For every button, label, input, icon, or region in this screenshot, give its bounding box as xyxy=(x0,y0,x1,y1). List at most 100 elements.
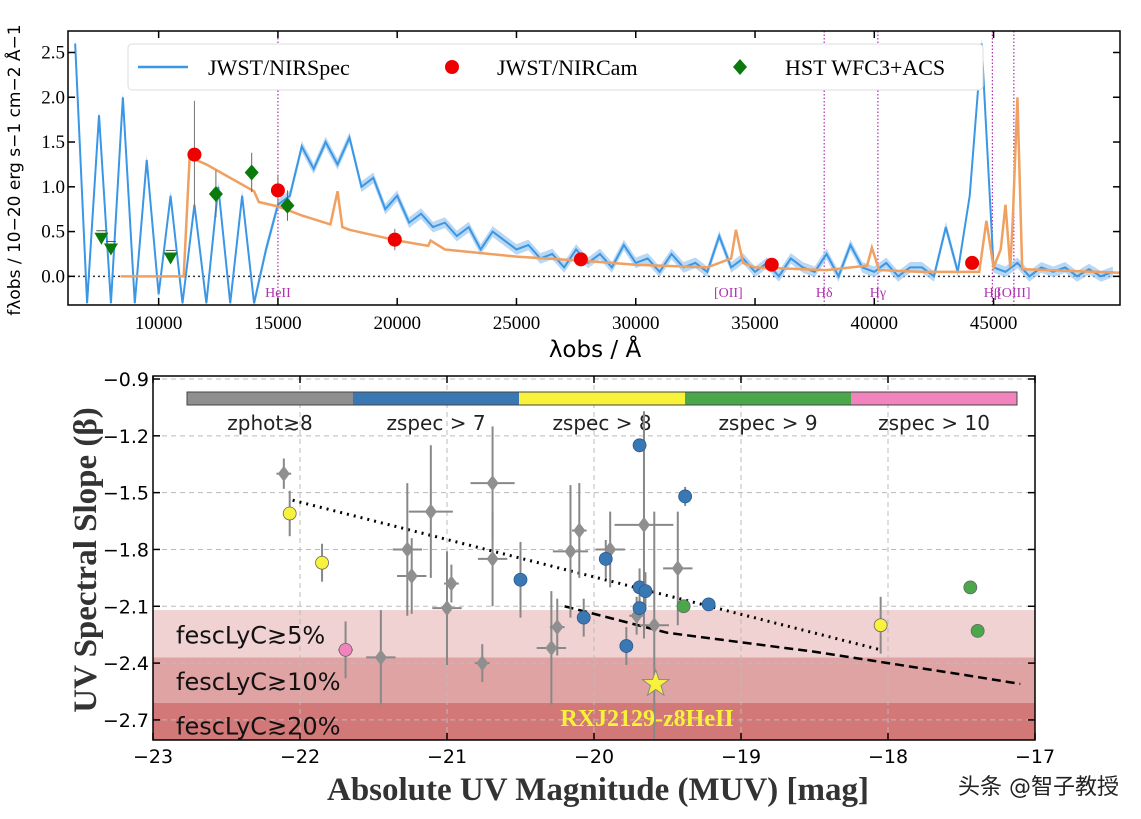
galaxy-diamond-marker xyxy=(277,465,290,482)
model-sed-line xyxy=(120,97,1120,278)
galaxy-circle-marker xyxy=(638,584,653,599)
nircam-photometry-marker xyxy=(270,183,285,198)
galaxy-circle-marker xyxy=(676,599,691,614)
emission-line-label: Hγ xyxy=(870,286,886,301)
galaxy-diamond-marker xyxy=(648,617,661,634)
y-tick-label: 1.5 xyxy=(41,132,65,153)
galaxy-circle-marker xyxy=(513,572,528,587)
nircam-photometry-marker xyxy=(573,252,588,267)
galaxy-diamond-marker xyxy=(405,567,418,584)
emission-line-label: [OII] xyxy=(714,286,743,301)
galaxy-diamond-marker xyxy=(374,649,387,666)
beta-muv-panel: zphot≳8 zspec > 7 zspec > 8 zspec > 9 zspec … xyxy=(68,369,1055,808)
colorbar-segment xyxy=(187,392,353,405)
colorbar-label: zspec > 7 xyxy=(386,411,485,435)
x-tick-label: 45000 xyxy=(970,313,1018,334)
galaxy-circle-marker xyxy=(338,642,353,657)
legend-diamond-icon xyxy=(733,59,747,75)
colorbar-label: zspec > 9 xyxy=(718,411,817,435)
galaxy-circle-marker xyxy=(598,552,613,566)
legend-label: HST WFC3+ACS xyxy=(785,55,945,80)
plot-area: HeII [OII] Hδ Hγ Hβ[OIII] xyxy=(68,31,1120,305)
nirspec-spectrum-line xyxy=(74,43,1114,304)
x-tick-label: −20 xyxy=(574,746,614,768)
escape-fraction-label: fescLyC≳20% xyxy=(176,712,341,740)
galaxy-diamond-marker xyxy=(401,541,414,558)
galaxy-circle-marker xyxy=(632,438,647,453)
y-axis-label: fλobs / 10−20 erg s−1 cm−2 Å−1 xyxy=(3,24,25,315)
colorbar-segment xyxy=(353,392,519,405)
colorbar-label: zphot≳8 xyxy=(227,411,312,435)
galaxy-diamond-marker xyxy=(564,543,577,560)
emission-line-label: HeII xyxy=(265,286,291,301)
legend-label: JWST/NIRCam xyxy=(497,55,638,80)
galaxy-diamond-marker xyxy=(551,619,564,636)
colorbar-segment xyxy=(685,392,851,405)
hst-photometry-marker xyxy=(244,164,259,181)
galaxy-diamond-marker xyxy=(545,639,558,656)
x-tick-label: 40000 xyxy=(851,313,899,334)
galaxy-circle-marker xyxy=(970,624,985,638)
galaxy-diamond-marker xyxy=(486,550,499,567)
dashed-relation-line xyxy=(564,605,1021,686)
spectrum-panel: HeII [OII] Hδ Hγ Hβ[OIII] 10000 15000 20000 2500… xyxy=(3,24,1121,363)
galaxy-circle-marker xyxy=(282,506,297,521)
colorbar-segment xyxy=(519,392,685,405)
hst-upper-limit-marker xyxy=(103,243,118,256)
highlight-star-marker xyxy=(640,668,671,697)
dotted-relation-line xyxy=(292,498,882,652)
x-tick-label: 30000 xyxy=(612,313,660,334)
galaxy-diamond-marker xyxy=(573,522,586,539)
x-tick-label: 35000 xyxy=(731,313,779,334)
galaxy-circle-marker xyxy=(701,597,716,612)
y-axis-label: UV Spectral Slope (β) xyxy=(68,407,104,713)
legend-box xyxy=(127,43,984,91)
escape-fraction-label: fescLyC≳10% xyxy=(176,668,341,696)
hst-photometry-marker xyxy=(280,197,295,214)
y-tick-label: 2.5 xyxy=(41,42,65,63)
nircam-photometry-marker xyxy=(764,257,779,272)
galaxy-diamond-marker xyxy=(441,600,453,617)
galaxy-diamond-marker xyxy=(671,560,684,577)
galaxy-diamond-marker xyxy=(486,475,499,492)
legend-circle-icon xyxy=(445,60,459,74)
galaxy-circle-marker xyxy=(576,610,591,625)
plot-area: zphot≳8 zspec > 7 zspec > 8 zspec > 9 zspec … xyxy=(153,376,1035,740)
colorbar-frame xyxy=(186,391,1018,406)
escape-fraction-label: fescLyC≳5% xyxy=(176,622,325,650)
hst-upper-limit-marker xyxy=(94,232,109,245)
galaxy-circle-marker xyxy=(632,601,647,616)
galaxy-diamond-marker xyxy=(637,516,650,533)
x-tick-label: −17 xyxy=(1015,746,1055,768)
x-tick-label: 15000 xyxy=(254,313,302,334)
galaxy-circle-marker xyxy=(315,555,329,570)
galaxy-diamond-marker xyxy=(476,655,489,672)
legend: JWST/NIRSpec JWST/NIRCam HST WFC3+ACS xyxy=(127,43,984,91)
x-axis-label: Absolute UV Magnitude (MUV) [mag] xyxy=(327,772,869,808)
y-tick-label: 2.0 xyxy=(41,87,65,108)
x-tick-label: −22 xyxy=(280,746,320,768)
hst-upper-limit-marker xyxy=(163,252,178,265)
x-tick-label: 25000 xyxy=(493,313,541,334)
x-tick-label: 20000 xyxy=(373,313,421,334)
hst-photometry-marker xyxy=(208,185,223,202)
galaxy-diamond-marker xyxy=(445,575,458,592)
galaxy-circle-marker xyxy=(963,580,978,595)
emission-line-label: Hβ xyxy=(984,286,1001,301)
nircam-photometry-marker xyxy=(965,255,980,270)
y-tick-label: 0.5 xyxy=(41,222,65,243)
galaxy-circle-marker xyxy=(873,618,888,633)
x-tick-label: 10000 xyxy=(135,313,183,334)
colorbar-label: zspec > 8 xyxy=(552,411,651,435)
x-tick-label: −21 xyxy=(427,746,467,768)
x-axis-label: λobs / Å xyxy=(549,335,642,363)
colorbar-label: zspec > 10 xyxy=(878,411,990,435)
y-tick-label: 1.0 xyxy=(41,177,65,198)
highlight-label: RXJ2129-z8HeII xyxy=(560,706,733,732)
x-tick-label: −18 xyxy=(868,746,908,768)
galaxy-diamond-marker xyxy=(424,503,437,520)
galaxy-circle-marker xyxy=(619,639,634,653)
emission-line-label: [OIII] xyxy=(997,286,1030,301)
